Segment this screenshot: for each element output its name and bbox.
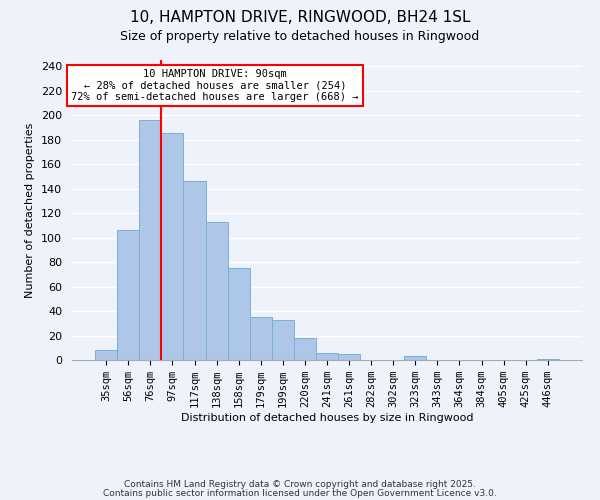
Bar bbox=[272, 320, 294, 360]
Text: Contains public sector information licensed under the Open Government Licence v3: Contains public sector information licen… bbox=[103, 488, 497, 498]
Bar bbox=[227, 268, 250, 360]
Text: 10, HAMPTON DRIVE, RINGWOOD, BH24 1SL: 10, HAMPTON DRIVE, RINGWOOD, BH24 1SL bbox=[130, 10, 470, 25]
Bar bbox=[184, 181, 206, 360]
Bar bbox=[95, 350, 117, 360]
Bar bbox=[404, 356, 427, 360]
Y-axis label: Number of detached properties: Number of detached properties bbox=[25, 122, 35, 298]
X-axis label: Distribution of detached houses by size in Ringwood: Distribution of detached houses by size … bbox=[181, 413, 473, 423]
Bar bbox=[161, 134, 184, 360]
Text: Contains HM Land Registry data © Crown copyright and database right 2025.: Contains HM Land Registry data © Crown c… bbox=[124, 480, 476, 489]
Bar bbox=[117, 230, 139, 360]
Bar bbox=[338, 354, 360, 360]
Bar bbox=[250, 317, 272, 360]
Bar bbox=[206, 222, 227, 360]
Text: 10 HAMPTON DRIVE: 90sqm
← 28% of detached houses are smaller (254)
72% of semi-d: 10 HAMPTON DRIVE: 90sqm ← 28% of detache… bbox=[71, 69, 359, 102]
Bar bbox=[294, 338, 316, 360]
Bar bbox=[537, 359, 559, 360]
Text: Size of property relative to detached houses in Ringwood: Size of property relative to detached ho… bbox=[121, 30, 479, 43]
Bar bbox=[139, 120, 161, 360]
Bar bbox=[316, 352, 338, 360]
